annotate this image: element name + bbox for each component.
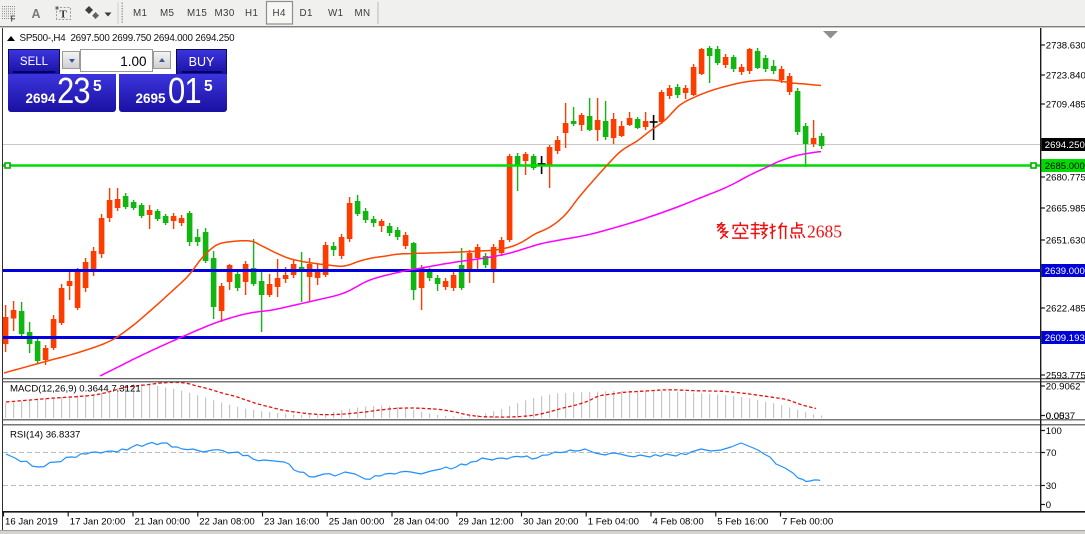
- svg-text:0.00: 0.00: [1046, 411, 1065, 422]
- svg-text:2709.485: 2709.485: [1046, 100, 1085, 111]
- svg-text:100: 100: [1046, 426, 1062, 437]
- svg-text:30: 30: [1046, 481, 1057, 492]
- svg-text:1 Feb 04:00: 1 Feb 04:00: [588, 517, 639, 528]
- svg-text:2694.250: 2694.250: [1045, 140, 1085, 151]
- svg-text:2593.775: 2593.775: [1046, 371, 1085, 382]
- svg-text:0: 0: [1046, 500, 1051, 511]
- svg-text:2639.000: 2639.000: [1045, 266, 1085, 277]
- svg-text:28 Jan 04:00: 28 Jan 04:00: [394, 517, 449, 528]
- svg-text:25 Jan 00:00: 25 Jan 00:00: [329, 517, 384, 528]
- svg-text:2651.630: 2651.630: [1046, 236, 1085, 247]
- svg-text:2685.000: 2685.000: [1045, 161, 1085, 172]
- svg-text:T: T: [60, 9, 68, 21]
- svg-text:A: A: [32, 7, 41, 21]
- svg-text:2738.630: 2738.630: [1046, 41, 1085, 52]
- svg-text:2609.193: 2609.193: [1045, 333, 1085, 344]
- svg-text:16 Jan 2019: 16 Jan 2019: [5, 517, 58, 528]
- svg-text:22 Jan 08:00: 22 Jan 08:00: [199, 517, 254, 528]
- svg-text:30 Jan 20:00: 30 Jan 20:00: [523, 517, 578, 528]
- svg-text:4 Feb 08:00: 4 Feb 08:00: [653, 517, 704, 528]
- svg-text:7 Feb 00:00: 7 Feb 00:00: [782, 517, 833, 528]
- svg-text:21 Jan 00:00: 21 Jan 00:00: [135, 517, 190, 528]
- svg-text:2723.840: 2723.840: [1046, 71, 1085, 82]
- svg-text:2680.775: 2680.775: [1046, 173, 1085, 184]
- svg-text:29 Jan 12:00: 29 Jan 12:00: [458, 517, 513, 528]
- svg-text:F: F: [11, 15, 16, 24]
- svg-text:0.0537: 0.0537: [1046, 411, 1075, 422]
- svg-text:2622.485: 2622.485: [1046, 304, 1085, 315]
- svg-text:20.9062: 20.9062: [1046, 382, 1081, 393]
- svg-text:23 Jan 16:00: 23 Jan 16:00: [264, 517, 319, 528]
- svg-text:2685: 2685: [807, 222, 842, 242]
- svg-text:2665.985: 2665.985: [1046, 204, 1085, 215]
- svg-text:5 Feb 16:00: 5 Feb 16:00: [717, 517, 768, 528]
- svg-text:17 Jan 20:00: 17 Jan 20:00: [70, 517, 125, 528]
- svg-text:RSI(14) 36.8337: RSI(14) 36.8337: [10, 430, 80, 441]
- svg-text:MACD(12,26,9) 0.3644 7.3121: MACD(12,26,9) 0.3644 7.3121: [10, 384, 141, 395]
- svg-text:70: 70: [1046, 448, 1057, 459]
